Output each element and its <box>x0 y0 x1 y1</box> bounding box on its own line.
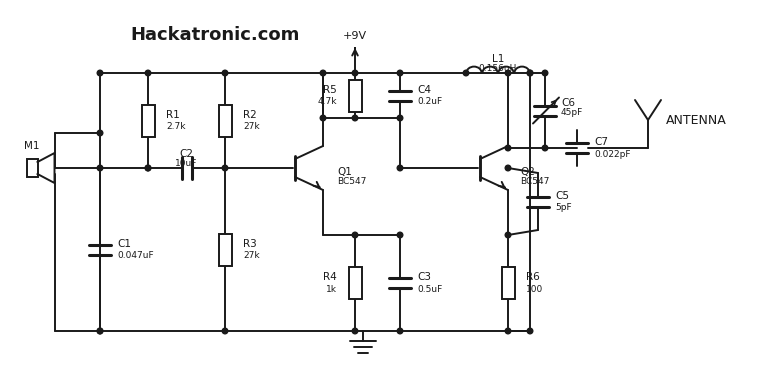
Circle shape <box>222 70 228 76</box>
Circle shape <box>527 70 533 76</box>
Text: R6: R6 <box>526 272 540 282</box>
Circle shape <box>145 165 151 171</box>
Circle shape <box>505 328 511 334</box>
Text: R1: R1 <box>166 110 180 119</box>
Text: 0.2uF: 0.2uF <box>417 97 442 106</box>
Text: C5: C5 <box>555 190 569 200</box>
Text: R5: R5 <box>323 85 337 95</box>
Circle shape <box>505 165 511 171</box>
Text: Q2: Q2 <box>520 167 535 177</box>
Circle shape <box>98 328 103 334</box>
Circle shape <box>98 328 103 334</box>
Circle shape <box>505 232 511 238</box>
Text: C6: C6 <box>561 98 575 108</box>
Circle shape <box>353 70 358 76</box>
Circle shape <box>320 70 326 76</box>
Text: 0.5uF: 0.5uF <box>417 285 442 293</box>
Text: Hackatronic.com: Hackatronic.com <box>131 26 300 44</box>
Text: 27k: 27k <box>243 251 260 260</box>
Text: C2: C2 <box>180 149 194 159</box>
Bar <box>349 80 362 111</box>
Text: C3: C3 <box>417 272 431 282</box>
Circle shape <box>98 70 103 76</box>
Circle shape <box>505 145 511 151</box>
Circle shape <box>98 165 103 171</box>
Circle shape <box>353 328 358 334</box>
Text: 0.022pF: 0.022pF <box>594 149 631 159</box>
Circle shape <box>527 70 533 76</box>
Text: 2.7k: 2.7k <box>166 122 186 131</box>
Text: L1: L1 <box>492 54 504 64</box>
Circle shape <box>145 70 151 76</box>
Text: 0.047uF: 0.047uF <box>117 251 154 260</box>
Text: R4: R4 <box>323 272 337 282</box>
Text: C7: C7 <box>594 137 608 147</box>
Bar <box>219 105 231 136</box>
Text: 4.7k: 4.7k <box>317 97 337 106</box>
Text: Q1: Q1 <box>337 167 352 177</box>
Text: 5pF: 5pF <box>555 203 571 212</box>
Circle shape <box>222 328 228 334</box>
Text: 100: 100 <box>526 285 543 293</box>
Text: C4: C4 <box>417 85 431 95</box>
Text: 1k: 1k <box>326 285 337 293</box>
Text: M1: M1 <box>25 141 40 151</box>
Circle shape <box>542 145 548 151</box>
Text: 0.156uH: 0.156uH <box>478 64 517 72</box>
Circle shape <box>505 70 511 76</box>
Circle shape <box>397 70 402 76</box>
Text: BC547: BC547 <box>337 177 366 185</box>
Circle shape <box>98 130 103 136</box>
Text: R3: R3 <box>243 239 257 249</box>
Bar <box>502 267 515 299</box>
Bar <box>349 267 362 299</box>
Text: 10uF: 10uF <box>175 159 197 167</box>
Circle shape <box>353 232 358 238</box>
Bar <box>141 105 154 136</box>
Circle shape <box>397 328 402 334</box>
Circle shape <box>320 115 326 121</box>
Bar <box>27 159 38 177</box>
Circle shape <box>145 165 151 171</box>
Text: C1: C1 <box>117 239 131 249</box>
Circle shape <box>463 70 468 76</box>
Circle shape <box>397 165 402 171</box>
Circle shape <box>222 165 228 171</box>
Text: R2: R2 <box>243 110 257 119</box>
Text: BC547: BC547 <box>520 177 549 185</box>
Circle shape <box>527 328 533 334</box>
Circle shape <box>397 115 402 121</box>
Circle shape <box>397 232 402 238</box>
Bar <box>219 234 231 265</box>
Circle shape <box>542 70 548 76</box>
Text: ANTENNA: ANTENNA <box>666 113 727 126</box>
Text: 27k: 27k <box>243 122 260 131</box>
Text: 45pF: 45pF <box>561 108 583 117</box>
Text: +9V: +9V <box>343 31 367 41</box>
Circle shape <box>353 115 358 121</box>
